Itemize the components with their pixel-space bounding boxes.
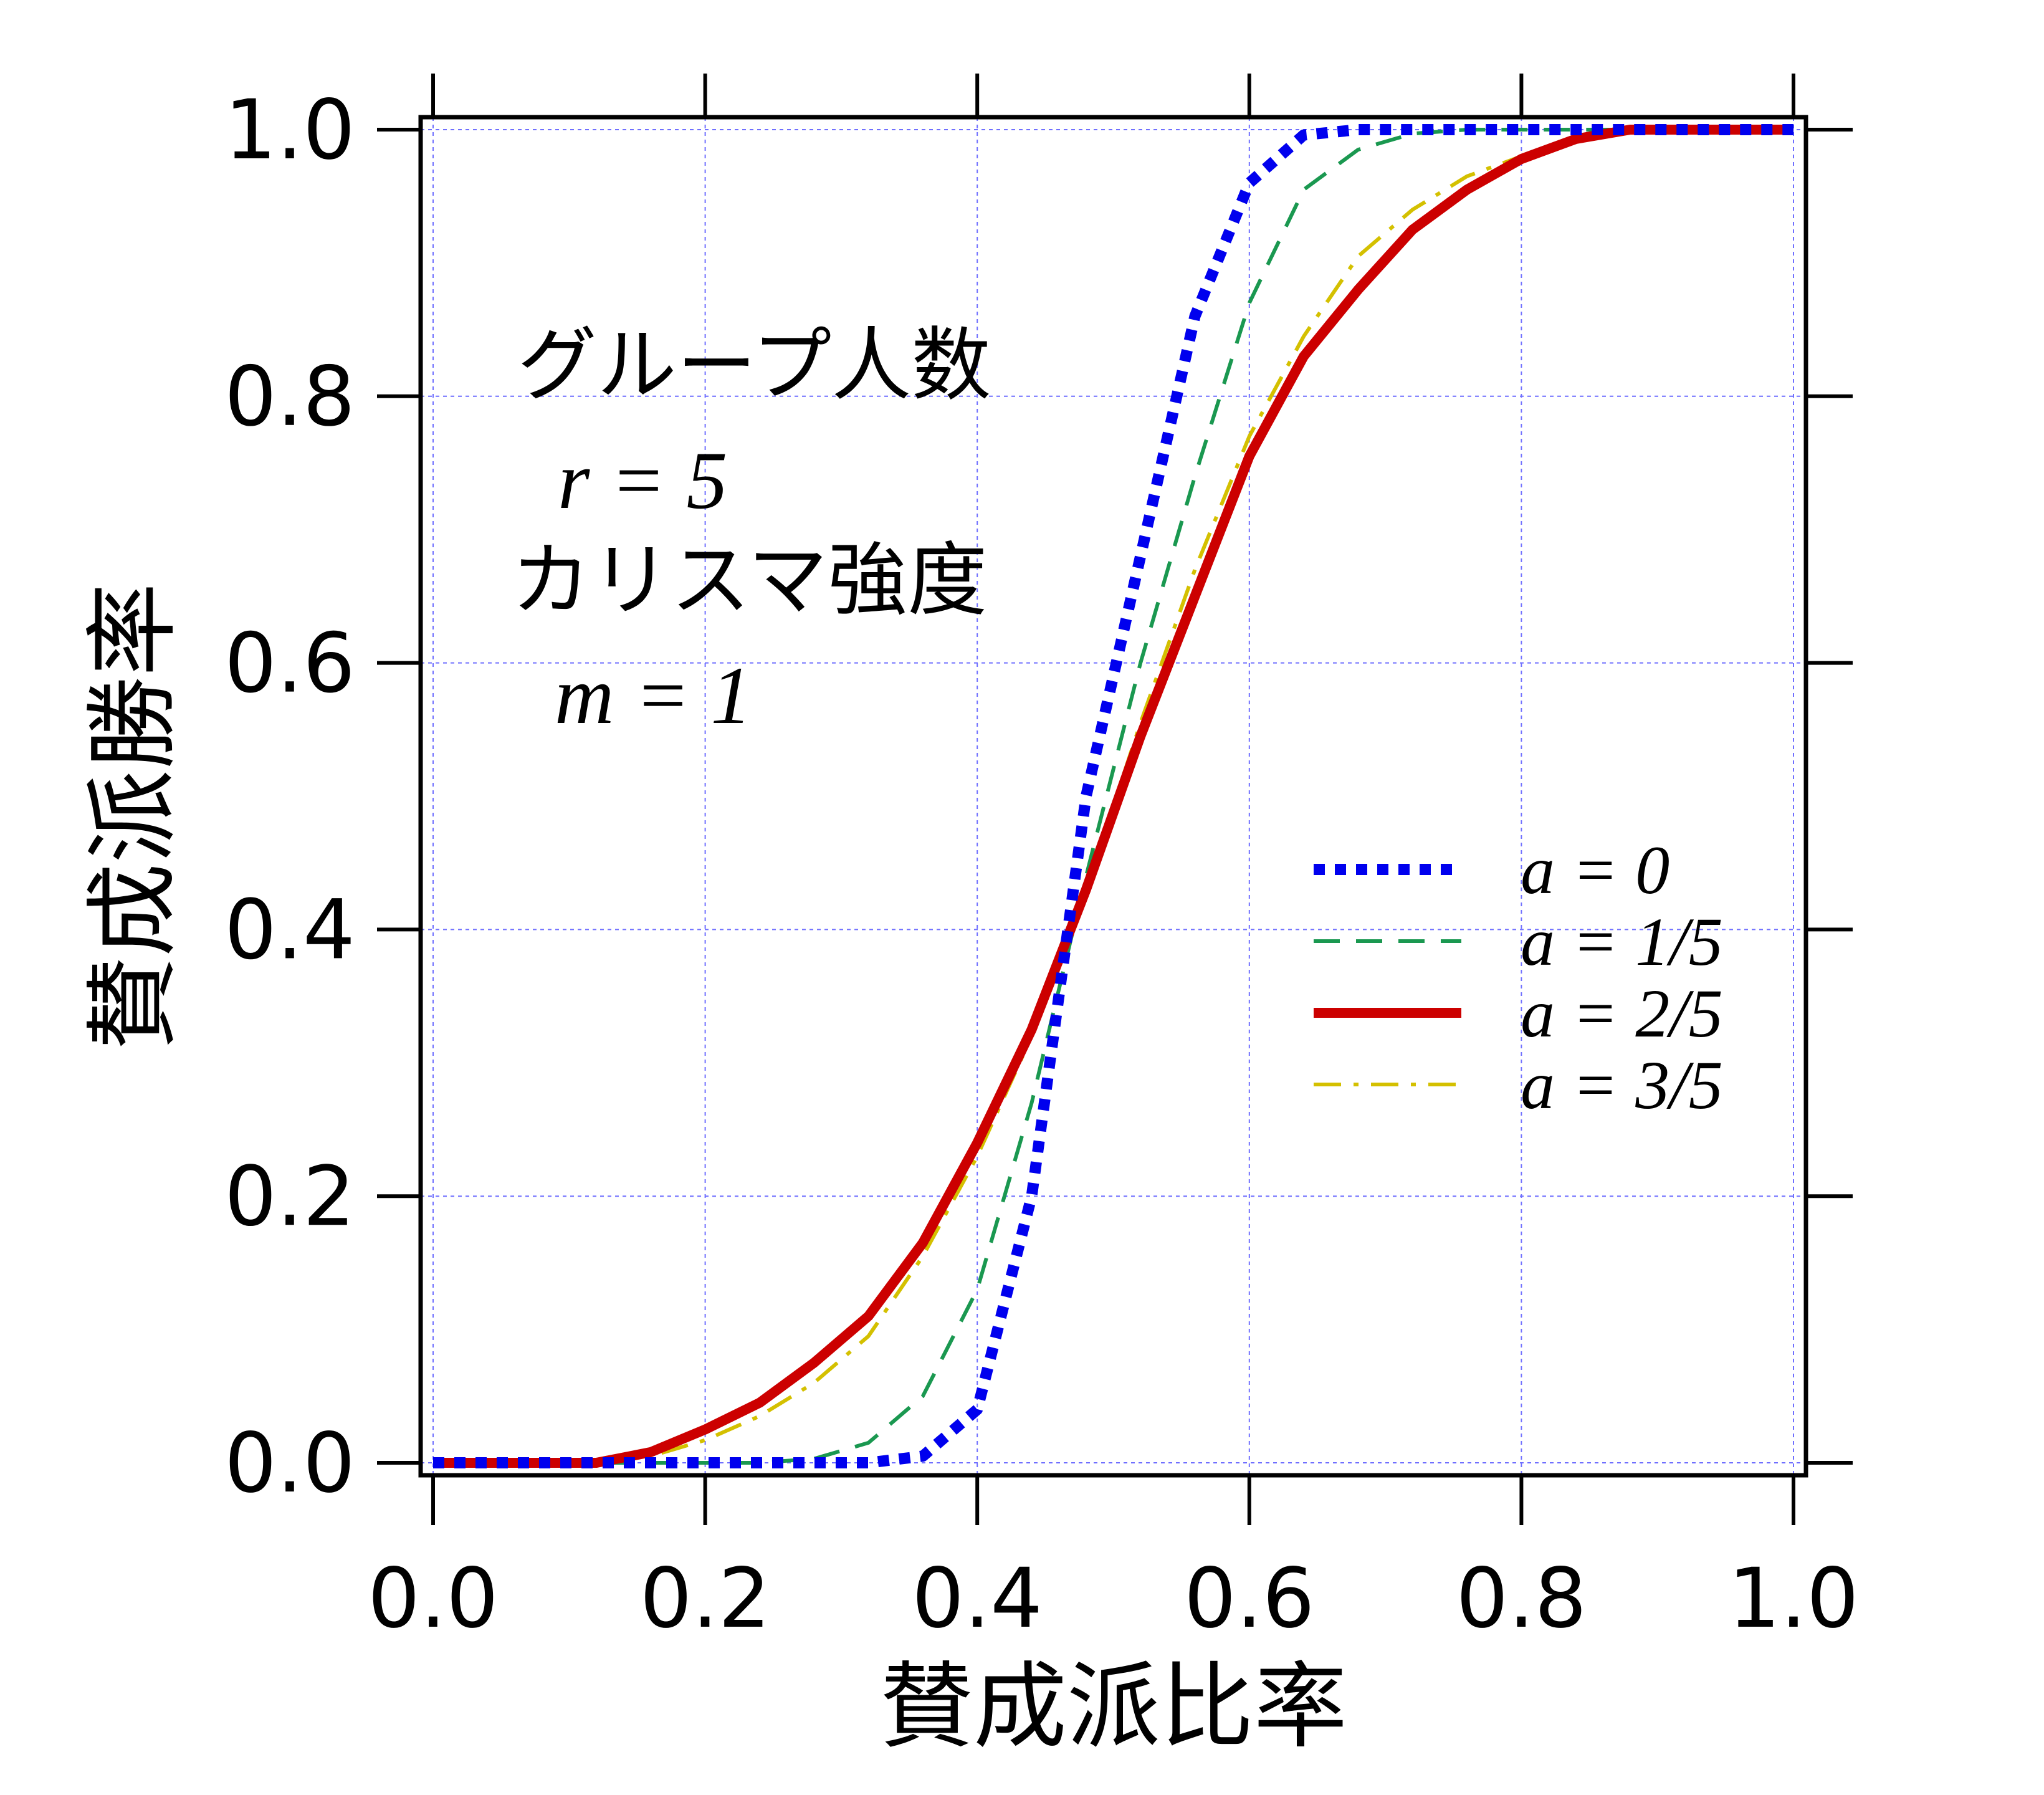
y-tick-label: 0.2 (224, 1149, 355, 1245)
annotation-group-size-label: グループ人数 (517, 319, 991, 412)
x-axis-title: 賛成派比率 (880, 1653, 1347, 1761)
plot-frame (418, 115, 1808, 1478)
x-tick-label: 0.6 (1184, 1551, 1315, 1647)
annotation-m-value: m = 1 (555, 649, 752, 741)
y-tick-label: 1.0 (224, 82, 355, 178)
ticks: 0.0 0.2 0.4 0.6 0.8 1.0 0.0 0.2 0.4 0.6 0.8 1.0 (224, 74, 1859, 1647)
y-tick-label: 0.4 (224, 882, 355, 978)
series-line (433, 128, 1793, 1465)
x-tick-label: 0.2 (640, 1551, 771, 1647)
y-tick-label: 0.8 (224, 349, 355, 445)
x-tick-label: 0.4 (912, 1551, 1043, 1647)
x-tick-label: 0.0 (368, 1551, 499, 1647)
series-line (433, 125, 1793, 1468)
y-tick-label: 0.0 (224, 1415, 355, 1511)
annotation-charisma-label: カリスマ強度 (511, 534, 987, 627)
x-tick-label: 0.8 (1456, 1551, 1587, 1647)
y-tick-label: 0.6 (224, 616, 355, 712)
annotation-r-value: r = 5 (558, 434, 727, 526)
legend-label: a = 3/5 (1521, 1047, 1723, 1123)
legend-label: a = 1/5 (1521, 904, 1723, 980)
annotation: グループ人数 r = 5 カリスマ強度 m = 1 (511, 319, 991, 741)
y-axis-title: 賛成派勝率 (79, 583, 188, 1050)
x-tick-label: 1.0 (1728, 1551, 1859, 1647)
series-layer (433, 124, 1793, 1468)
legend-label: a = 2/5 (1521, 975, 1723, 1051)
legend: a = 0a = 1/5a = 2/5a = 3/5 (1314, 832, 1723, 1123)
legend-label: a = 0 (1521, 832, 1669, 908)
